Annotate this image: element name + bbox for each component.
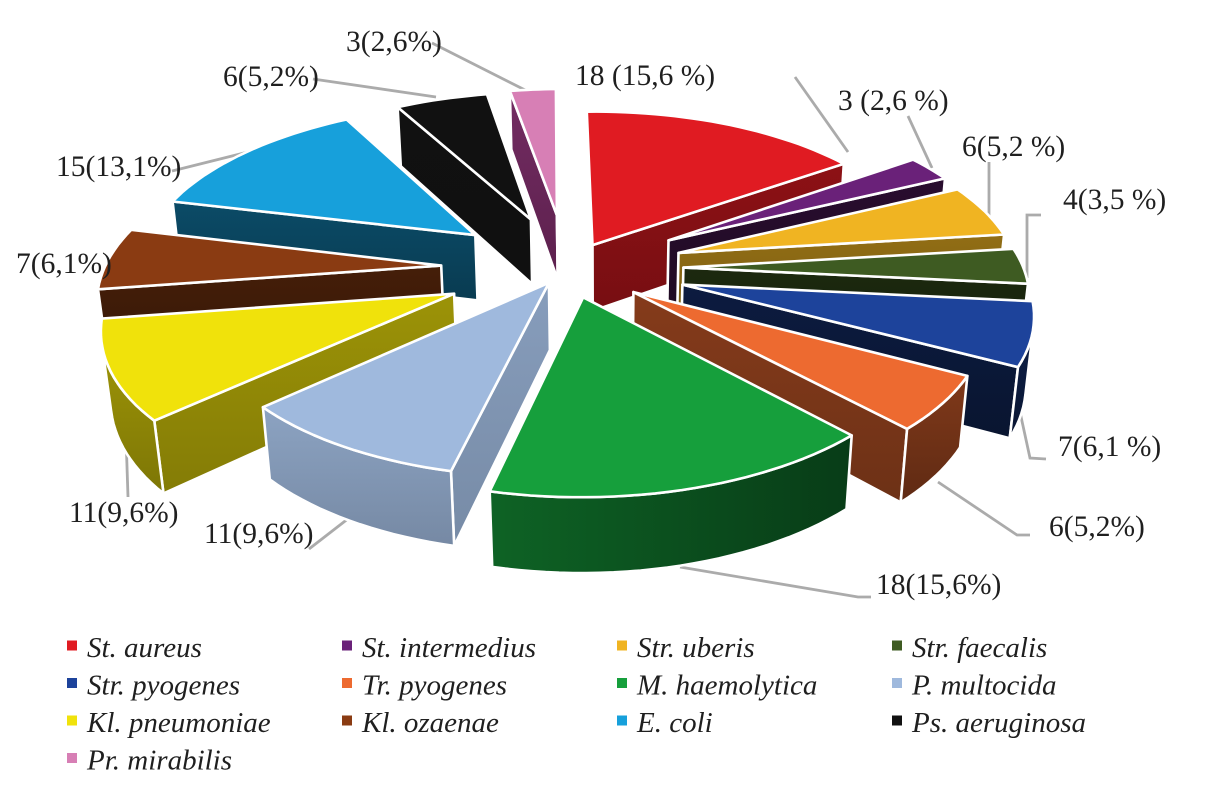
svg-text:6(5,2%): 6(5,2%) bbox=[223, 61, 319, 93]
svg-text:15(13,1%): 15(13,1%) bbox=[56, 151, 181, 183]
svg-text:6(5,2 %): 6(5,2 %) bbox=[962, 131, 1065, 163]
svg-text:3 (2,6 %): 3 (2,6 %) bbox=[838, 85, 949, 117]
svg-text:18 (15,6 %): 18 (15,6 %) bbox=[575, 60, 715, 92]
svg-text:E. coli: E. coli bbox=[636, 707, 713, 739]
svg-text:Kl. ozaenae: Kl. ozaenae bbox=[361, 707, 499, 739]
svg-text:Str. faecalis: Str. faecalis bbox=[912, 632, 1047, 664]
svg-text:18(15,6%): 18(15,6%) bbox=[876, 569, 1001, 601]
svg-text:4(3,5 %): 4(3,5 %) bbox=[1063, 184, 1166, 216]
svg-text:Ps. aeruginosa: Ps. aeruginosa bbox=[911, 707, 1086, 739]
svg-text:M. haemolytica: M. haemolytica bbox=[636, 670, 817, 702]
svg-text:Str. pyogenes: Str. pyogenes bbox=[87, 670, 240, 702]
svg-text:Tr. pyogenes: Tr. pyogenes bbox=[362, 670, 507, 702]
svg-text:Str. uberis: Str. uberis bbox=[637, 632, 755, 664]
svg-text:Kl. pneumoniae: Kl. pneumoniae bbox=[86, 707, 271, 739]
svg-text:P. multocida: P. multocida bbox=[911, 670, 1056, 702]
svg-text:Pr. mirabilis: Pr. mirabilis bbox=[86, 745, 232, 777]
svg-text:St. aureus: St. aureus bbox=[87, 632, 202, 664]
svg-text:7(6,1%): 7(6,1%) bbox=[16, 248, 112, 280]
svg-text:6(5,2%): 6(5,2%) bbox=[1049, 511, 1145, 543]
svg-text:7(6,1 %): 7(6,1 %) bbox=[1058, 431, 1161, 463]
svg-text:St. intermedius: St. intermedius bbox=[362, 632, 536, 664]
svg-text:11(9,6%): 11(9,6%) bbox=[69, 497, 179, 529]
svg-text:11(9,6%): 11(9,6%) bbox=[204, 518, 314, 550]
svg-text:3(2,6%): 3(2,6%) bbox=[346, 26, 442, 58]
